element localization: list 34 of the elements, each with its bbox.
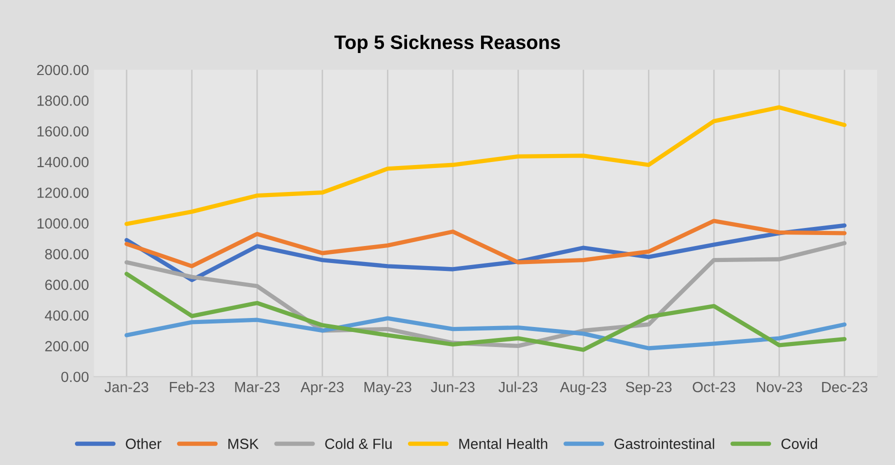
- x-tick-label: May-23: [364, 382, 412, 396]
- x-tick-label: Oct-23: [692, 382, 736, 392]
- line-series: [124, 272, 847, 352]
- legend-label: Gastrointestinal: [614, 438, 714, 449]
- legend-label: Other: [126, 438, 162, 449]
- y-tick-label: 200.00: [45, 341, 89, 352]
- y-tick-label: 2000.00: [37, 64, 89, 76]
- y-tick-label: 1000.00: [38, 218, 89, 229]
- x-tick-label: Nov-23: [756, 382, 802, 392]
- x-tick-label: Sep-23: [626, 382, 672, 396]
- x-tick-label: Mar-23: [235, 382, 280, 392]
- x-tick-label: Jan-23: [104, 382, 148, 392]
- legend-label: Covid: [781, 438, 818, 449]
- x-tick-label: Dec-23: [822, 382, 868, 392]
- chart-title: Top 5 Sickness Reasons: [334, 34, 560, 53]
- line-series: [124, 105, 847, 226]
- y-tick-label: 600.00: [45, 280, 89, 290]
- legend-label: Cold & Flu: [325, 438, 392, 449]
- line-series: [124, 316, 847, 350]
- y-tick-label: 1600.00: [38, 126, 89, 137]
- line-series: [124, 218, 847, 268]
- x-tick-label: Aug-23: [560, 382, 606, 396]
- x-tick-label: Jun-23: [430, 382, 475, 392]
- x-tick-label: Jul-23: [498, 382, 538, 392]
- x-tick-label: Apr-23: [300, 382, 344, 396]
- y-tick-label: 1200.00: [38, 188, 89, 198]
- legend-label: Mental Health: [459, 438, 548, 449]
- y-tick-label: 1800.00: [38, 96, 89, 106]
- legend-label: MSK: [228, 438, 259, 449]
- y-tick-label: 0.00: [61, 372, 89, 382]
- y-tick-label: 1400.00: [38, 156, 89, 168]
- x-tick-label: Feb-23: [170, 382, 214, 392]
- y-tick-label: 800.00: [45, 248, 89, 260]
- y-tick-label: 400.00: [44, 310, 89, 321]
